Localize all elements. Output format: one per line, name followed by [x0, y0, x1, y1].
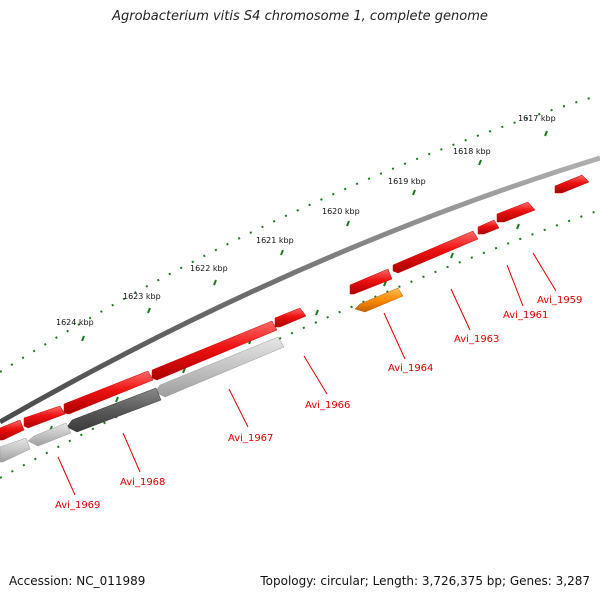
tick-label-1617: 1617 kbp	[518, 114, 556, 123]
gene-feature[interactable]	[0, 419, 25, 441]
gene-feature-dark-gray[interactable]	[66, 387, 162, 433]
gene-feature[interactable]	[23, 405, 66, 429]
gene-feature[interactable]	[274, 307, 307, 328]
tick-label-1621: 1621 kbp	[256, 236, 294, 245]
gene-feature[interactable]	[554, 174, 590, 194]
gene-label[interactable]: Avi_1961	[503, 310, 548, 321]
tick-label-1624: 1624 kbp	[56, 318, 94, 327]
tick-labels: 1617 kbp 1618 kbp 1619 kbp 1620 kbp 1621…	[56, 114, 556, 327]
chromosome-backbone	[0, 155, 600, 425]
gene-label[interactable]: Avi_1968	[120, 477, 165, 488]
tick-label-1619: 1619 kbp	[388, 177, 426, 186]
gene-feature-orange[interactable]	[354, 287, 404, 313]
gene-label[interactable]: Avi_1969	[55, 500, 100, 511]
reverse-genes	[0, 287, 404, 463]
outer-tick-track	[0, 94, 600, 373]
gene-feature[interactable]	[496, 201, 536, 223]
gene-feature[interactable]	[477, 219, 500, 235]
forward-genes	[0, 174, 590, 441]
gene-label[interactable]: Avi_1966	[305, 400, 350, 411]
gene-feature-light-gray[interactable]	[0, 437, 31, 463]
gene-leader-lines	[57, 252, 557, 496]
tick-label-1623: 1623 kbp	[123, 292, 161, 301]
tick-label-1618: 1618 kbp	[453, 147, 491, 156]
accession-text: Accession: NC_011989	[9, 574, 146, 588]
gene-feature[interactable]	[392, 230, 479, 274]
outer-major-ticks	[81, 130, 548, 342]
gene-labels: Avi_1959 Avi_1961 Avi_1963 Avi_1964 Avi_…	[55, 295, 582, 511]
gene-feature[interactable]	[63, 370, 154, 415]
tick-label-1620: 1620 kbp	[322, 207, 360, 216]
gene-label[interactable]: Avi_1963	[454, 334, 499, 345]
genome-summary: Topology: circular; Length: 3,726,375 bp…	[260, 574, 590, 588]
inner-tick-track	[0, 209, 600, 479]
tick-label-1622: 1622 kbp	[190, 264, 228, 273]
inner-major-ticks	[49, 223, 520, 432]
gene-feature-light-gray[interactable]	[27, 422, 72, 447]
gene-label[interactable]: Avi_1964	[388, 363, 433, 374]
map-title: Agrobacterium vitis S4 chromosome 1, com…	[112, 9, 488, 24]
gene-label[interactable]: Avi_1967	[228, 433, 273, 444]
gene-feature[interactable]	[151, 320, 278, 381]
gene-label[interactable]: Avi_1959	[537, 295, 582, 306]
gene-feature[interactable]	[349, 268, 393, 295]
